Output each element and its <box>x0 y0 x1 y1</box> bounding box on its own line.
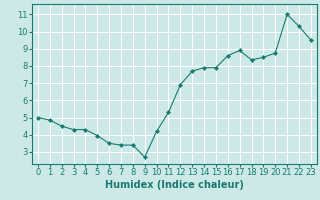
X-axis label: Humidex (Indice chaleur): Humidex (Indice chaleur) <box>105 180 244 190</box>
